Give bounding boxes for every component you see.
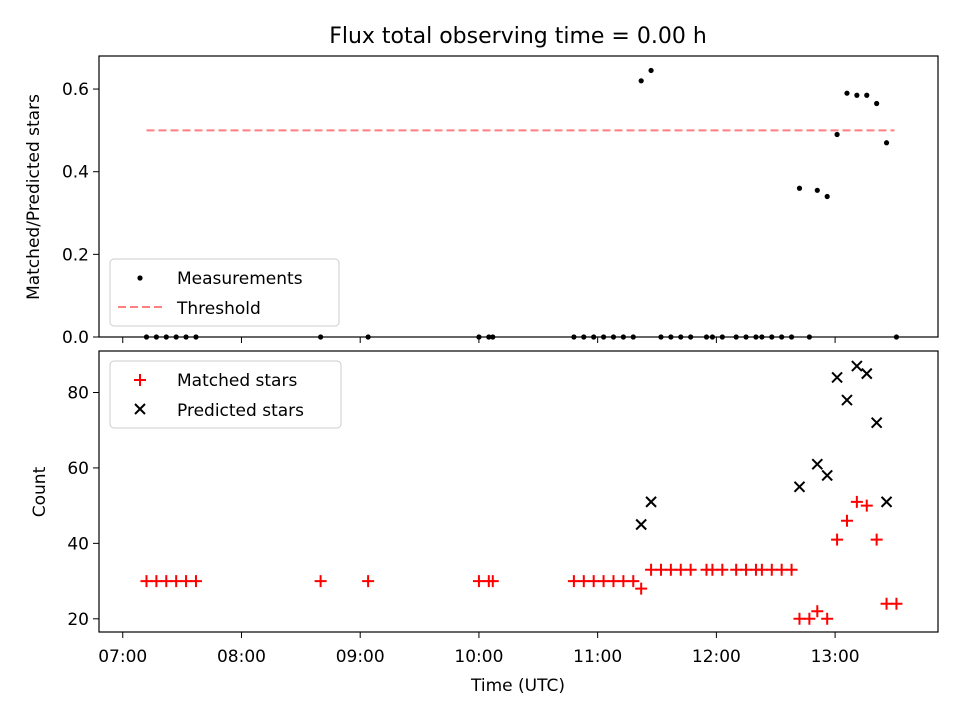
matched-star-point xyxy=(785,563,798,576)
top-plot-frame xyxy=(98,55,939,338)
bottom-y-tick-label: 40 xyxy=(67,534,89,554)
x-tick-label: 07:00 xyxy=(98,647,147,667)
legend-predicted-label: Predicted stars xyxy=(177,401,304,421)
top-y-tick-label: 0.6 xyxy=(62,80,89,100)
bottom-y-tick-label: 60 xyxy=(67,459,89,479)
predicted-star-point xyxy=(841,394,853,406)
matched-star-point xyxy=(850,495,863,508)
legend-threshold-label: Threshold xyxy=(176,299,261,319)
top-x-ticks xyxy=(122,337,836,343)
predicted-star-point xyxy=(635,518,647,531)
x-tick-label: 11:00 xyxy=(573,647,622,667)
measurement-point xyxy=(824,193,830,200)
matched-star-point xyxy=(362,575,375,588)
predicted-star-point xyxy=(870,416,883,429)
matched-star-point xyxy=(635,582,648,595)
matched-star-point xyxy=(314,575,327,588)
measurement-point xyxy=(638,78,644,84)
x-tick-label: 12:00 xyxy=(692,647,741,667)
measurement-point xyxy=(796,185,803,191)
bottom-plot-frame xyxy=(98,350,939,633)
measurement-point xyxy=(854,92,860,98)
predicted-star-point xyxy=(811,458,824,470)
bottom-panel: 20 40 60 80 07:00 08:00 09:00 10:00 11:00 12:00 1… xyxy=(30,350,939,696)
top-y-tick-label: 0.4 xyxy=(62,163,89,183)
matched-star-point xyxy=(840,514,853,527)
matched-star-point xyxy=(831,533,844,546)
predicted-star-point xyxy=(821,469,833,482)
top-legend: Measurements Threshold xyxy=(109,258,340,327)
legend-predicted-marker xyxy=(134,403,146,415)
x-tick-label: 09:00 xyxy=(336,647,385,667)
predicted-star-point xyxy=(880,496,893,508)
top-y-axis-label: Matched/Predicted stars xyxy=(24,94,44,300)
matched-star-point xyxy=(486,575,499,588)
legend-matched-marker xyxy=(134,374,146,386)
matched-star-point xyxy=(684,563,697,576)
measurement-point xyxy=(814,187,820,193)
predicted-star-point xyxy=(645,496,657,508)
legend-measurements-marker xyxy=(137,275,143,281)
matched-star-point xyxy=(821,612,834,625)
predicted-star-point xyxy=(861,367,873,380)
bottom-legend-box xyxy=(109,360,342,429)
measurement-point xyxy=(834,131,840,138)
bottom-y-axis-label: Count xyxy=(30,466,50,517)
bottom-y-axis: 20 40 60 80 xyxy=(67,383,99,630)
bottom-legend: Matched stars Predicted stars xyxy=(109,360,342,429)
top-legend-box xyxy=(109,258,340,327)
matched-star-point xyxy=(189,575,202,588)
legend-measurements-label: Measurements xyxy=(177,269,303,289)
matched-star-point xyxy=(627,575,640,588)
top-panel: 0.0 0.2 0.4 0.6 Matched/Predicted stars Mea… xyxy=(24,55,939,348)
x-tick-label: 10:00 xyxy=(454,647,503,667)
matched-star-point xyxy=(870,533,883,546)
measurement-point xyxy=(883,140,890,146)
measurement-points xyxy=(143,67,900,340)
matched-star-point xyxy=(811,605,824,618)
x-tick-label: 13:00 xyxy=(811,647,860,667)
matched-star-point xyxy=(890,597,903,610)
count-points xyxy=(140,360,903,625)
measurement-point xyxy=(874,100,880,107)
measurement-point xyxy=(648,67,654,74)
matched-star-point xyxy=(803,612,816,625)
x-tick-label: 08:00 xyxy=(217,647,266,667)
predicted-star-point xyxy=(793,481,806,493)
bottom-y-tick-label: 20 xyxy=(67,610,89,630)
top-y-tick-label: 0.0 xyxy=(62,328,89,348)
top-y-tick-label: 0.2 xyxy=(62,245,89,265)
predicted-star-point xyxy=(851,360,863,372)
bottom-x-axis: 07:00 08:00 09:00 10:00 11:00 12:00 13:00 xyxy=(98,632,860,667)
top-y-axis: 0.0 0.2 0.4 0.6 xyxy=(62,80,99,348)
measurement-point xyxy=(864,92,870,98)
legend-matched-label: Matched stars xyxy=(177,371,297,391)
bottom-y-tick-label: 80 xyxy=(67,383,89,403)
chart-title: Flux total observing time = 0.00 h xyxy=(329,24,707,49)
matched-star-point xyxy=(860,499,873,512)
predicted-star-point xyxy=(831,371,843,384)
matched-star-point xyxy=(716,563,729,576)
measurement-point xyxy=(844,90,850,96)
x-axis-label: Time (UTC) xyxy=(470,676,565,696)
